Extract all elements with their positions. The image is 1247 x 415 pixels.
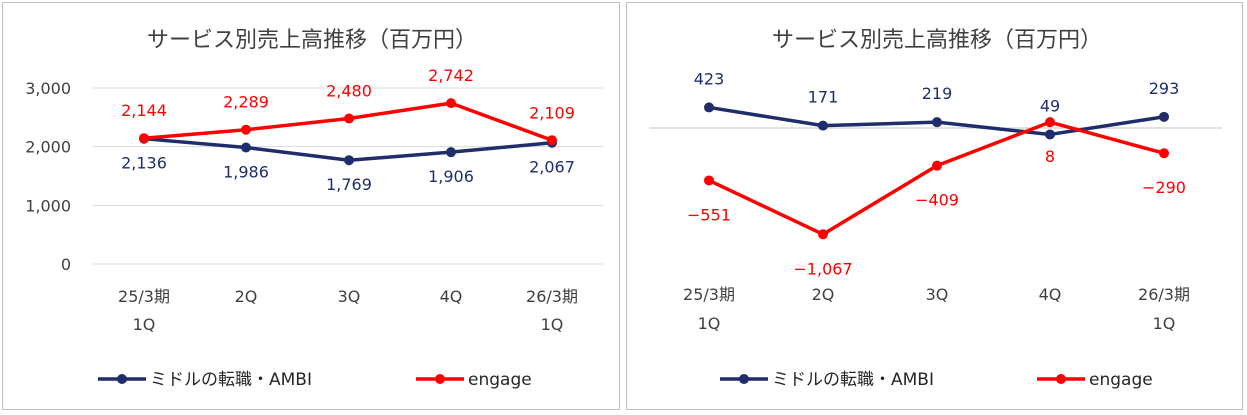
data-point [139, 133, 149, 144]
data-point [1159, 148, 1169, 159]
x-tick-label: 26/3期 [1138, 285, 1190, 304]
data-label: 423 [694, 69, 725, 88]
data-label: 1,986 [223, 162, 269, 181]
legend-label: engage [1089, 370, 1153, 390]
data-point [547, 135, 557, 146]
data-point [1045, 129, 1055, 140]
data-label: 2,289 [223, 93, 269, 112]
data-point [932, 117, 942, 128]
data-point [1159, 111, 1169, 122]
x-tick-label: 4Q [440, 287, 463, 306]
x-tick-label: 2Q [812, 285, 835, 304]
data-point [344, 155, 354, 166]
left-chart: サービス別売上高推移（百万円） 0 1,000 2,000 3,000 25/3期 1Q 2Q… [25, 28, 603, 390]
data-point [818, 120, 828, 131]
data-label: −290 [1142, 178, 1186, 197]
data-label: −409 [915, 191, 959, 210]
x-tick-label: 2Q [235, 287, 258, 306]
data-label: 2,136 [121, 154, 167, 173]
x-tick-label: 1Q [541, 315, 564, 334]
legend-label: engage [468, 370, 532, 390]
data-label: 8 [1045, 147, 1055, 166]
data-point [704, 175, 714, 186]
data-label: 171 [808, 88, 839, 107]
data-point [446, 98, 456, 109]
data-label: 293 [1149, 79, 1180, 98]
data-label: 219 [922, 84, 953, 103]
left-chart-panel: サービス別売上高推移（百万円） 0 1,000 2,000 3,000 25/3期 1Q 2Q… [2, 2, 620, 410]
data-label: 2,109 [529, 103, 575, 122]
data-point [446, 147, 456, 158]
x-tick-label: 1Q [698, 314, 721, 333]
y-tick-label: 2,000 [25, 138, 71, 157]
data-label: 2,067 [529, 158, 575, 177]
legend-marker [435, 374, 445, 384]
x-tick-label: 1Q [133, 315, 156, 334]
x-tick-label: 25/3期 [683, 285, 735, 304]
x-tick-label: 3Q [338, 287, 361, 306]
y-tick-label: 1,000 [25, 196, 71, 215]
data-point [818, 229, 828, 240]
x-tick-label: 4Q [1039, 285, 1062, 304]
data-point [932, 160, 942, 171]
data-point [241, 142, 251, 153]
x-tick-label: 26/3期 [526, 287, 578, 306]
data-label: 2,742 [428, 66, 474, 85]
right-chart-panel: サービス別売上高推移（百万円） 25/3期 1Q 2Q 3Q 4Q 26/3期 1Q 423 17… [626, 2, 1243, 410]
legend-marker [117, 374, 127, 384]
data-label: 2,480 [326, 82, 372, 101]
data-point [704, 102, 714, 113]
legend-marker [1056, 374, 1066, 384]
y-tick-label: 0 [61, 255, 71, 274]
data-label: −1,067 [793, 259, 852, 278]
chart-title: サービス別売上高推移（百万円） [147, 28, 477, 53]
data-label: −551 [687, 205, 731, 224]
chart-title: サービス別売上高推移（百万円） [772, 28, 1102, 53]
right-chart: サービス別売上高推移（百万円） 25/3期 1Q 2Q 3Q 4Q 26/3期 1Q 423 17… [649, 28, 1222, 390]
data-point [241, 124, 251, 135]
series-line [708, 120, 1165, 237]
data-label: 1,906 [428, 167, 474, 186]
legend-marker [739, 374, 749, 384]
data-point [344, 113, 354, 124]
legend-label: ミドルの転職・AMBI [150, 370, 312, 390]
data-label: 1,769 [326, 175, 372, 194]
x-tick-label: 1Q [1153, 314, 1176, 333]
x-tick-label: 3Q [926, 285, 949, 304]
y-tick-label: 3,000 [25, 79, 71, 98]
x-tick-label: 25/3期 [118, 287, 170, 306]
data-label: 49 [1040, 96, 1060, 115]
data-point [1045, 117, 1055, 128]
data-label: 2,144 [121, 101, 167, 120]
legend-label: ミドルの転職・AMBI [772, 370, 934, 390]
